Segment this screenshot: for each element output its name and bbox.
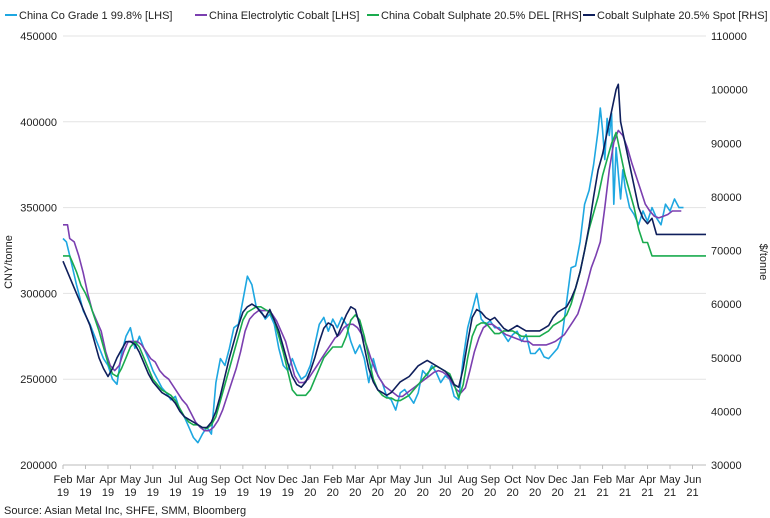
x-tick-year: 20 [462,487,474,499]
left-tick-label: 450000 [20,31,57,43]
x-tick-month: Mar [346,474,365,486]
x-tick-month: Jul [168,474,182,486]
x-tick-year: 20 [507,487,519,499]
right-tick-label: 110000 [711,31,747,43]
x-tick-year: 20 [372,487,384,499]
x-tick-year: 20 [484,487,496,499]
x-tick-year: 19 [214,487,226,499]
right-axis-ticks: 110000 100000 90000 80000 70000 60000 50000 400… [711,31,748,472]
x-tick-year: 20 [394,487,406,499]
right-tick-label: 30000 [711,460,742,472]
x-tick-year: 19 [237,487,249,499]
x-tick-month: Mar [76,474,95,486]
legend-label: China Co Grade 1 99.8% [LHS] [19,10,172,22]
series-lines [62,83,706,444]
x-tick-year: 20 [327,487,339,499]
legend-label: China Cobalt Sulphate 20.5% DEL [RHS] [381,10,582,22]
x-tick-year: 20 [349,487,361,499]
chart: 450000 400000 350000 300000 250000 200000 110… [3,10,769,499]
x-tick-month: Nov [256,474,276,486]
x-tick-year: 19 [124,487,136,499]
gridlines [63,35,706,466]
left-tick-label: 300000 [20,288,57,300]
x-tick-year: 20 [529,487,541,499]
x-tick-month: Jun [684,474,702,486]
x-tick-month: Jan [571,474,589,486]
x-tick-year: 21 [619,487,631,499]
x-tick-month: Feb [593,474,612,486]
x-tick-month: Dec [278,474,298,486]
x-tick-year: 19 [102,487,114,499]
x-tick-month: Feb [323,474,342,486]
x-tick-year: 21 [664,487,676,499]
x-tick-month: Feb [54,474,73,486]
x-tick-month: Jun [414,474,432,486]
x-tick-year: 19 [192,487,204,499]
x-tick-month: Nov [525,474,545,486]
x-tick-year: 19 [259,487,271,499]
right-tick-label: 90000 [711,138,742,150]
x-tick-month: May [390,474,411,486]
x-tick-month: Jun [144,474,162,486]
right-tick-label: 80000 [711,192,742,204]
x-tick-year: 20 [551,487,563,499]
x-tick-month: Dec [548,474,568,486]
x-tick-month: Apr [99,474,116,486]
series-line-4 [62,83,706,429]
x-tick-year: 19 [57,487,69,499]
left-tick-label: 400000 [20,117,57,129]
x-tick-month: May [120,474,141,486]
left-tick-label: 250000 [20,374,57,386]
x-tick-month: Mar [616,474,635,486]
left-axis-title: CNY/tonne [3,235,15,289]
right-axis-title: $/tonne [757,244,769,281]
right-tick-label: 50000 [711,353,742,365]
x-tick-year: 21 [641,487,653,499]
x-tick-month: Oct [234,474,251,486]
x-tick-year: 19 [282,487,294,499]
x-tick-month: Aug [188,474,208,486]
right-tick-label: 40000 [711,406,742,418]
x-tick-year: 19 [169,487,181,499]
x-tick-year: 21 [574,487,586,499]
x-tick-year: 21 [596,487,608,499]
source-note: Source: Asian Metal Inc, SHFE, SMM, Bloo… [4,505,247,517]
right-tick-label: 100000 [711,85,748,97]
legend: China Co Grade 1 99.8% [LHS] China Electr… [5,10,768,22]
x-tick-year: 20 [439,487,451,499]
x-tick-month: May [660,474,681,486]
x-tick-month: Aug [458,474,478,486]
x-tick-month: Oct [504,474,521,486]
left-axis-ticks: 450000 400000 350000 300000 250000 200000 [20,31,57,472]
x-tick-year: 20 [304,487,316,499]
series-line-2 [63,129,682,432]
x-tick-month: Jul [438,474,452,486]
x-tick-month: Sep [480,474,500,486]
x-axis-ticks: Feb19Mar19Apr19May19Jun19Jul19Aug19Sep19… [54,465,702,499]
series-line-1 [62,107,684,444]
right-tick-label: 70000 [711,246,742,258]
x-tick-month: Jan [301,474,319,486]
legend-label: China Electrolytic Cobalt [LHS] [209,10,359,22]
x-tick-month: Sep [211,474,231,486]
x-tick-month: Apr [369,474,386,486]
right-tick-label: 60000 [711,299,742,311]
legend-label: Cobalt Sulphate 20.5% Spot [RHS] [597,10,768,22]
x-tick-year: 20 [417,487,429,499]
x-tick-year: 19 [79,487,91,499]
x-tick-year: 19 [147,487,159,499]
x-tick-month: Apr [639,474,656,486]
left-tick-label: 350000 [20,203,57,215]
left-tick-label: 200000 [20,460,57,472]
x-tick-year: 21 [686,487,698,499]
